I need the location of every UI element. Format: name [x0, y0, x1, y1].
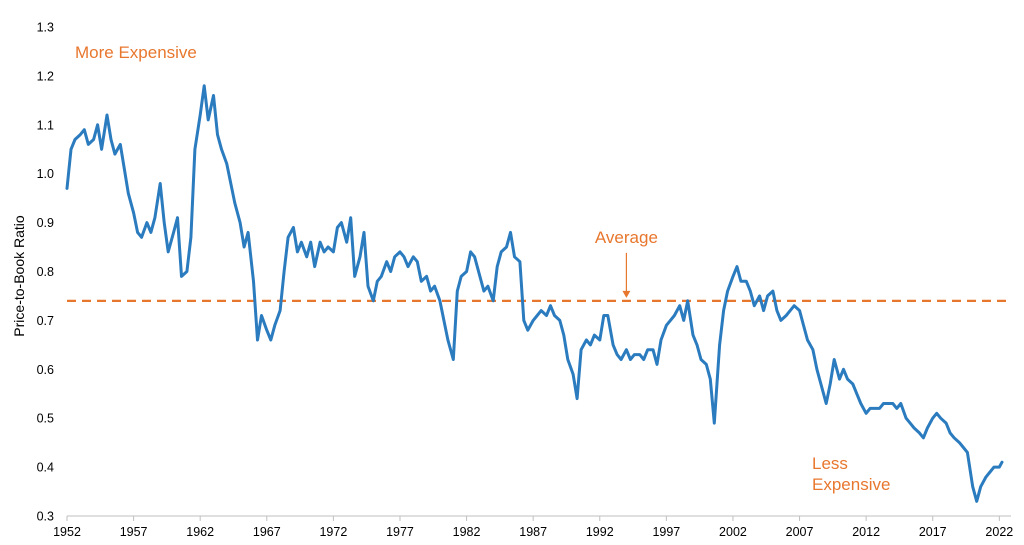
x-tick-label: 1957 [120, 525, 148, 539]
series-line [65, 84, 1004, 503]
y-tick-label: 1.0 [37, 167, 54, 181]
average-label: Average [595, 228, 658, 247]
x-tick-label: 1977 [386, 525, 414, 539]
y-tick-label: 0.9 [37, 216, 54, 230]
x-tick-label: 2022 [985, 525, 1013, 539]
x-tick-label: 2012 [852, 525, 880, 539]
annotation-more-expensive: More Expensive [75, 43, 197, 62]
y-tick-label: 0.8 [37, 265, 54, 279]
y-tick-label: 1.3 [37, 21, 54, 35]
y-tick-label: 1.2 [37, 69, 54, 83]
y-tick-label: 0.4 [37, 461, 54, 475]
x-tick-label: 1972 [319, 525, 347, 539]
y-tick-label: 0.3 [37, 510, 54, 524]
x-tick-label: 1967 [253, 525, 281, 539]
annotation-less-line1: Less [812, 454, 848, 473]
y-axis-title: Price-to-Book Ratio [11, 215, 27, 337]
annotation-less-line2: Expensive [812, 475, 890, 494]
average-arrowhead-icon [622, 290, 631, 298]
x-tick-label: 2002 [719, 525, 747, 539]
y-tick-label: 0.5 [37, 412, 54, 426]
y-tick-label: 0.6 [37, 363, 54, 377]
x-tick-label: 1952 [53, 525, 81, 539]
y-tick-label: 1.1 [37, 118, 54, 132]
x-tick-label: 1997 [652, 525, 680, 539]
x-tick-label: 1982 [453, 525, 481, 539]
x-tick-label: 1962 [186, 525, 214, 539]
x-tick-label: 2017 [919, 525, 947, 539]
x-tick-label: 2007 [786, 525, 814, 539]
x-tick-label: 1987 [519, 525, 547, 539]
x-tick-label: 1992 [586, 525, 614, 539]
y-tick-label: 0.7 [37, 314, 54, 328]
